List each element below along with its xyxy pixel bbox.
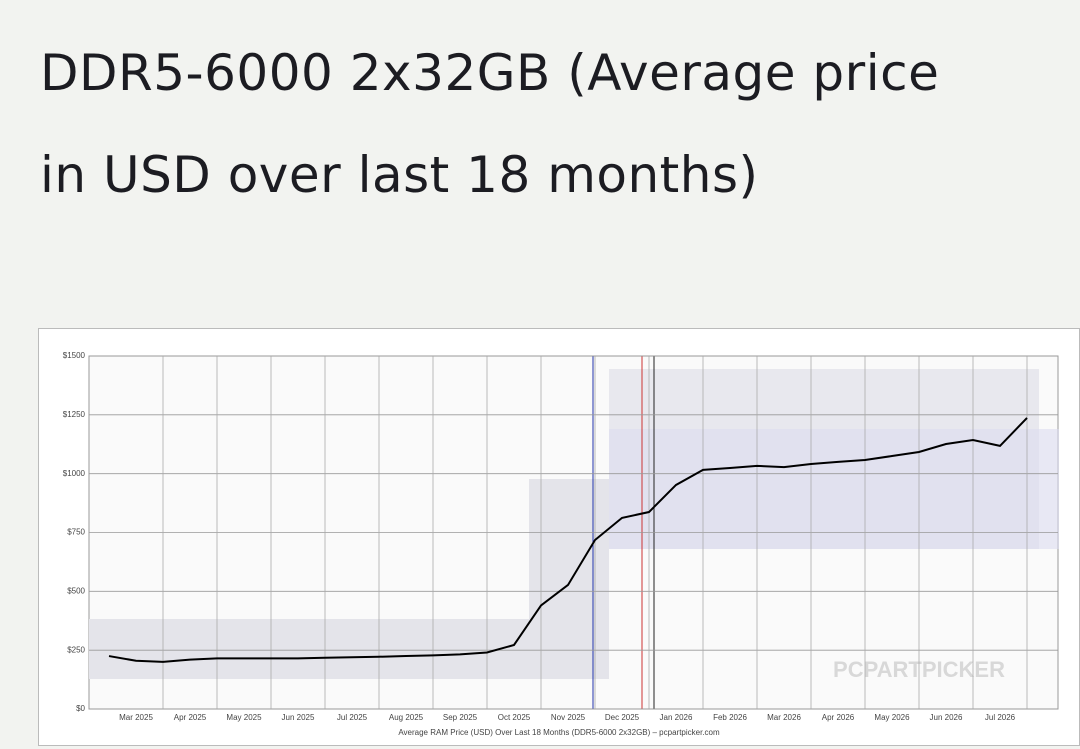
x-axis-title: Average RAM Price (USD) Over Last 18 Mon… — [398, 728, 720, 737]
x-tick-label: Mar 2026 — [767, 713, 801, 722]
x-tick-label: Jun 2026 — [930, 713, 963, 722]
x-tick-label: Jul 2026 — [985, 713, 1016, 722]
x-tick-label: Apr 2026 — [822, 713, 855, 722]
y-tick-label: $1000 — [63, 469, 86, 478]
chart: PCPARTPICKER Average RAM Price (USD) Ove… — [63, 351, 1059, 737]
x-tick-label: Mar 2025 — [119, 713, 153, 722]
x-tick-label: Feb 2026 — [713, 713, 747, 722]
x-tick-label: May 2025 — [226, 713, 262, 722]
chart-panel: PCPARTPICKER Average RAM Price (USD) Ove… — [38, 328, 1080, 746]
x-tick-label: Nov 2025 — [551, 713, 586, 722]
y-tick-label: $0 — [76, 704, 85, 713]
x-tick-label: Aug 2025 — [389, 713, 424, 722]
page-title: DDR5-6000 2x32GB (Average price in USD o… — [40, 44, 940, 204]
x-tick-label: Jan 2026 — [660, 713, 693, 722]
x-tick-label: Sep 2025 — [443, 713, 478, 722]
y-tick-label: $250 — [67, 645, 85, 654]
x-tick-label: Apr 2025 — [174, 713, 207, 722]
x-tick-label: Jul 2025 — [337, 713, 368, 722]
price-line — [108, 417, 1028, 663]
x-tick-label: Jun 2025 — [282, 713, 315, 722]
range-band — [609, 429, 1059, 549]
y-tick-label: $500 — [67, 586, 85, 595]
range-band — [89, 619, 529, 679]
y-tick-label: $1250 — [63, 410, 86, 419]
x-tick-label: May 2026 — [874, 713, 910, 722]
x-tick-label: Oct 2025 — [498, 713, 531, 722]
x-tick-label: Dec 2025 — [605, 713, 640, 722]
range-band — [529, 479, 609, 679]
y-tick-label: $1500 — [63, 351, 86, 360]
y-tick-label: $750 — [67, 528, 85, 537]
